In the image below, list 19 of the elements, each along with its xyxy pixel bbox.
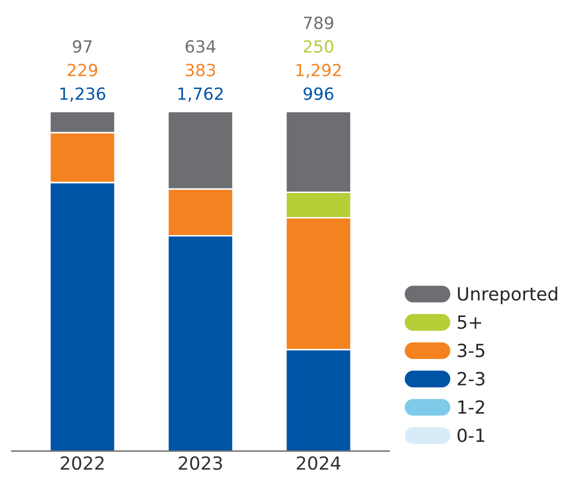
legend-label: 2-3 (458, 372, 484, 386)
text: 634 (186, 40, 216, 53)
text: 1,236 (60, 87, 106, 102)
x-tick-label: 2024 (296, 456, 340, 470)
legend-label: 3-5 (458, 344, 484, 358)
legend-label: 1-2 (458, 400, 484, 414)
legend-label: Unreported (458, 286, 558, 304)
legend-label: 5+ (458, 316, 482, 329)
text: 1,762 (178, 87, 223, 102)
x-tick-label: 2022 (60, 456, 104, 470)
text: 383 (186, 64, 216, 76)
text: 250 (304, 40, 334, 53)
text: 1,292 (296, 64, 341, 78)
x-tick-label: 2023 (178, 456, 222, 470)
text: 97 (72, 40, 92, 53)
text: 229 (68, 64, 98, 76)
text: 789 (304, 16, 334, 30)
legend-label: 0-1 (458, 428, 484, 442)
text: 996 (304, 87, 334, 100)
